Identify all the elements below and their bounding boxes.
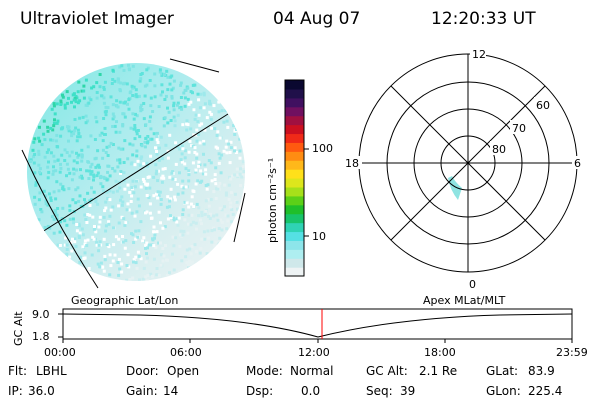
- flt-value: LBHL: [36, 364, 67, 378]
- instrument-title: Ultraviolet Imager: [20, 9, 174, 29]
- colorbar-tick-100: 100: [312, 142, 333, 155]
- door-value: Open: [167, 364, 199, 378]
- terminator-line: [27, 113, 229, 247]
- x-tick-0600: 06:00: [170, 346, 202, 359]
- uv-globe-image: [21, 58, 246, 289]
- colorbar-segment: [285, 258, 304, 268]
- colorbar-segment: [285, 249, 304, 259]
- colorbar-segment: [285, 160, 304, 170]
- x-tick-1800: 18:00: [424, 346, 456, 359]
- colorbar-unit-label: photon cm⁻²s⁻¹: [266, 158, 279, 243]
- status-panel: Flt: LBHL IP: 36.0 Door: Open Gain: 14 M…: [8, 364, 562, 398]
- gain-value: 14: [163, 384, 178, 398]
- mode-value: Normal: [290, 364, 333, 378]
- flt-label: Flt:: [8, 364, 27, 378]
- mlt-label-18: 18: [345, 157, 359, 170]
- colorbar-segment: [285, 115, 304, 126]
- colorbar-segment: [285, 88, 304, 99]
- colorbar-segment: [285, 240, 304, 250]
- colorbar-segment: [285, 267, 304, 277]
- orbit-timeline-plot: Geographic Lat/Lon Apex MLat/MLT GC Alt …: [12, 294, 588, 359]
- colorbar-segment: [285, 142, 304, 152]
- colorbar-segment: [285, 204, 304, 215]
- glat-label: GLat:: [486, 364, 518, 378]
- coastline-contour: [21, 149, 99, 289]
- x-axis-ticks: [62, 339, 573, 343]
- seq-value: 39: [400, 384, 415, 398]
- ip-value: 36.0: [28, 384, 55, 398]
- colorbar-segment: [285, 186, 304, 197]
- colorbar-segment: [285, 133, 304, 143]
- colorbar-segment: [285, 213, 304, 224]
- y-tick-9: 9.0: [32, 308, 50, 321]
- colorbar-segment: [285, 151, 304, 161]
- glon-value: 225.4: [528, 384, 562, 398]
- mlt-label-12: 12: [472, 48, 486, 61]
- mlat-label-80: 80: [492, 143, 506, 156]
- door-label: Door:: [126, 364, 159, 378]
- colorbar-segment: [285, 178, 304, 188]
- mode-label: Mode:: [246, 364, 283, 378]
- colorbar-segment: [285, 169, 304, 179]
- glon-label: GLon:: [486, 384, 521, 398]
- x-tick-0000: 00:00: [44, 346, 76, 359]
- gcalt-label: GC Alt:: [366, 364, 408, 378]
- gain-label: Gain:: [126, 384, 158, 398]
- color-scale-fill: [285, 80, 304, 277]
- date-label: 04 Aug 07: [273, 9, 360, 29]
- time-label: 12:20:33 UT: [431, 9, 536, 29]
- mlat-label-70: 70: [512, 122, 526, 135]
- timeline-frame: [62, 308, 573, 340]
- polar-mlat-mlt-plot: 12 6 0 18 60 70 80: [343, 46, 584, 291]
- timeline-left-title: Geographic Lat/Lon: [71, 294, 178, 307]
- limb-tick-right: [233, 192, 246, 243]
- dsp-value: 0.0: [301, 384, 320, 398]
- x-tick-2359: 23:59: [556, 346, 588, 359]
- gcalt-value: 2.1 Re: [419, 364, 457, 378]
- colorbar-segment: [285, 231, 304, 241]
- colorbar-tick-10: 10: [312, 230, 326, 243]
- colorbar-segment: [285, 124, 304, 135]
- mlat-label-60: 60: [536, 99, 550, 112]
- aurora-spot: [448, 176, 462, 200]
- glat-value: 83.9: [528, 364, 555, 378]
- altitude-curve: [62, 313, 573, 338]
- seq-label: Seq:: [366, 384, 393, 398]
- y-tick-1.8: 1.8: [32, 330, 50, 343]
- y-axis-label: GC Alt: [12, 311, 25, 346]
- colorbar-segment: [285, 222, 304, 233]
- ip-label: IP:: [8, 384, 23, 398]
- colorbar-segment: [285, 195, 304, 206]
- color-scale-bar: 100 10 photon cm⁻²s⁻¹: [266, 79, 333, 277]
- dsp-label: Dsp:: [246, 384, 273, 398]
- limb-tick-top: [169, 58, 220, 73]
- colorbar-segment: [285, 97, 304, 108]
- mlt-line-diag2: [390, 85, 546, 241]
- mlt-label-6: 6: [574, 157, 581, 170]
- colorbar-segment: [285, 80, 304, 90]
- colorbar-segment: [285, 106, 304, 117]
- timeline-right-title: Apex MLat/MLT: [423, 294, 506, 307]
- aurora-emission-texture: [28, 63, 245, 281]
- mlt-label-0: 0: [469, 278, 476, 291]
- x-tick-1200: 12:00: [298, 346, 330, 359]
